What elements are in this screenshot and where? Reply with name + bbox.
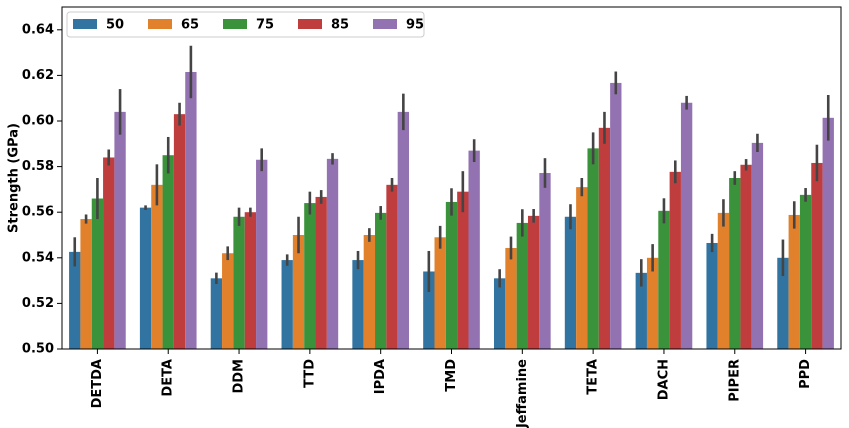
y-tick-label: 0.52	[22, 296, 54, 311]
y-tick-label: 0.54	[22, 250, 54, 265]
legend-swatch	[298, 19, 322, 29]
y-tick-label: 0.62	[22, 68, 54, 83]
bar	[822, 117, 834, 349]
y-tick-label: 0.60	[22, 114, 54, 129]
y-tick-label: 0.50	[22, 342, 54, 357]
bar	[434, 237, 446, 349]
x-tick-label: TMD	[444, 359, 459, 392]
bar	[669, 171, 681, 349]
bar	[326, 158, 339, 349]
bar	[304, 203, 316, 349]
bar	[799, 194, 812, 349]
bar	[103, 157, 115, 349]
x-tick-label: DDM	[232, 359, 247, 394]
bar	[811, 162, 823, 349]
x-tick-label: DETA	[161, 359, 176, 397]
bar	[610, 82, 622, 349]
bar	[91, 198, 104, 349]
bar	[587, 148, 599, 349]
bar	[527, 215, 540, 349]
x-tick-label: DETDA	[90, 359, 105, 408]
bar	[151, 184, 163, 349]
bar	[222, 253, 234, 349]
y-axis-label: Strength (GPa)	[7, 123, 22, 233]
bar	[185, 71, 197, 349]
plot-frame	[61, 6, 842, 350]
bar	[468, 150, 480, 349]
bar	[777, 257, 789, 349]
bar	[493, 278, 506, 349]
y-tick-label: 0.56	[22, 205, 54, 220]
y-tick-label: 0.58	[22, 159, 54, 174]
bar	[139, 207, 152, 349]
bar	[397, 111, 410, 349]
legend-swatch	[148, 19, 172, 29]
x-tick-label: PIPER	[727, 359, 742, 402]
legend-label: 65	[181, 18, 199, 33]
bar	[173, 114, 186, 349]
bar	[315, 196, 327, 349]
bar	[375, 212, 387, 349]
bar	[233, 216, 245, 349]
bar	[281, 260, 293, 349]
bar	[386, 184, 398, 349]
bar	[646, 257, 659, 349]
bar	[516, 222, 528, 349]
legend-swatch	[373, 19, 397, 29]
x-tick-label: TTD	[302, 359, 317, 388]
bar	[539, 172, 551, 349]
legend-label: 50	[106, 18, 124, 33]
bar	[658, 210, 670, 349]
bar	[363, 235, 376, 349]
bar	[80, 219, 92, 349]
bar	[564, 216, 577, 349]
legend-label: 85	[331, 18, 349, 33]
bar	[717, 212, 730, 349]
y-tick-label: 0.64	[22, 22, 54, 37]
bar	[210, 278, 223, 349]
bar	[598, 127, 611, 349]
legend-label: 95	[406, 18, 424, 33]
bar	[706, 242, 718, 349]
bar	[680, 102, 693, 349]
bar	[729, 178, 741, 349]
bar	[445, 201, 458, 349]
bar	[751, 142, 764, 349]
bar	[256, 159, 268, 349]
bar	[505, 247, 517, 349]
bar	[457, 191, 469, 349]
bar	[788, 214, 800, 349]
bar	[162, 155, 174, 349]
x-tick-label: Jeffamine	[515, 359, 530, 428]
bar	[114, 111, 126, 349]
legend-swatch	[223, 19, 247, 29]
x-tick-label: IPDA	[373, 359, 388, 394]
bar	[740, 164, 752, 349]
bar	[69, 251, 81, 349]
bar	[244, 212, 257, 349]
legend-label: 75	[256, 18, 274, 33]
x-tick-label: TETA	[586, 359, 601, 395]
bar	[635, 272, 647, 349]
bar	[352, 260, 364, 349]
bar	[576, 187, 588, 349]
x-tick-label: DACH	[656, 359, 671, 400]
bar	[292, 235, 305, 349]
bar	[423, 271, 435, 349]
x-tick-label: PPD	[798, 359, 813, 389]
legend-swatch	[73, 19, 97, 29]
